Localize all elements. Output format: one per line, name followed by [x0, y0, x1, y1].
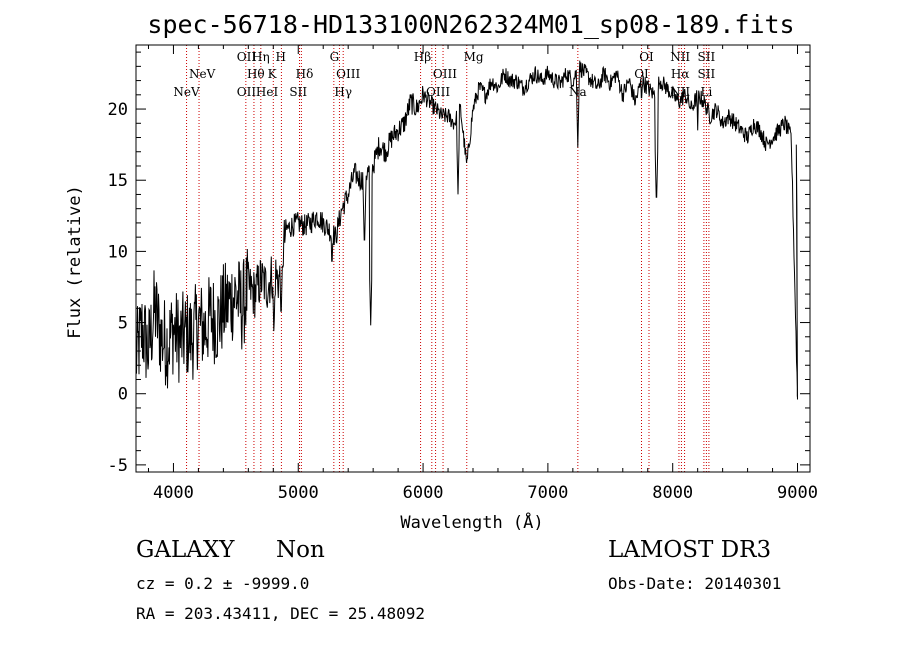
line-label: K: [268, 67, 278, 81]
line-label: Hδ: [296, 67, 314, 81]
x-tick-label: 8000: [652, 483, 693, 503]
spectrum-line: [135, 60, 798, 400]
line-label: OI: [639, 50, 654, 64]
y-tick-label: 15: [108, 171, 128, 191]
x-axis: 4000 5000 6000 7000 8000 9000: [147, 45, 818, 503]
y-axis: -5 0 5 10 15 20: [108, 51, 810, 476]
line-label: SII: [698, 50, 716, 64]
class-label: GALAXY: [136, 537, 235, 563]
line-label: Hβ: [414, 50, 431, 64]
line-label: NeV: [189, 67, 216, 81]
redshift-text: cz = 0.2 ± -9999.0: [136, 574, 310, 593]
coords-text: RA = 203.43411, DEC = 25.48092: [136, 604, 425, 623]
y-tick-label: 0: [118, 385, 128, 405]
y-tick-label: 20: [108, 100, 128, 120]
line-label: Hα: [671, 67, 690, 81]
y-axis-label: Flux (relative): [65, 185, 85, 339]
line-label: SII: [289, 85, 307, 99]
line-label: OII: [237, 85, 257, 99]
line-label: HeI: [256, 85, 279, 99]
line-label: OI: [634, 67, 649, 81]
line-label: G: [330, 50, 340, 64]
subclass-label: Non: [276, 537, 325, 563]
y-tick-label: 5: [118, 314, 128, 334]
x-tick-label: 6000: [403, 483, 444, 503]
line-label: Li: [700, 85, 712, 99]
line-label: Hη: [252, 50, 270, 64]
line-label: OIII: [433, 67, 457, 81]
line-label: OIII: [336, 67, 360, 81]
line-label: OIII: [426, 85, 450, 99]
line-label: Hγ: [334, 85, 352, 99]
chart-title: spec-56718-HD133100N262324M01_sp08-189.f…: [147, 10, 794, 39]
x-axis-label: Wavelength (Å): [400, 511, 543, 533]
x-tick-label: 4000: [153, 483, 194, 503]
x-tick-label: 5000: [278, 483, 319, 503]
line-label: H: [276, 50, 286, 64]
line-label: Hθ: [247, 67, 265, 81]
spectrum-series: [135, 60, 798, 400]
y-tick-label: 10: [108, 242, 128, 262]
x-tick-label: 7000: [527, 483, 568, 503]
line-label: OII: [237, 50, 257, 64]
line-markers: [186, 45, 710, 472]
line-label: SII: [698, 67, 716, 81]
y-tick-label: -5: [108, 456, 128, 476]
survey-label: LAMOST DR3: [608, 537, 772, 563]
line-label: NII: [670, 50, 690, 64]
obs-date-text: Obs-Date: 20140301: [608, 574, 782, 593]
line-label: Na: [569, 85, 587, 99]
line-label: Mg: [464, 50, 484, 64]
line-label: NeV: [173, 85, 200, 99]
x-tick-label: 9000: [777, 483, 818, 503]
